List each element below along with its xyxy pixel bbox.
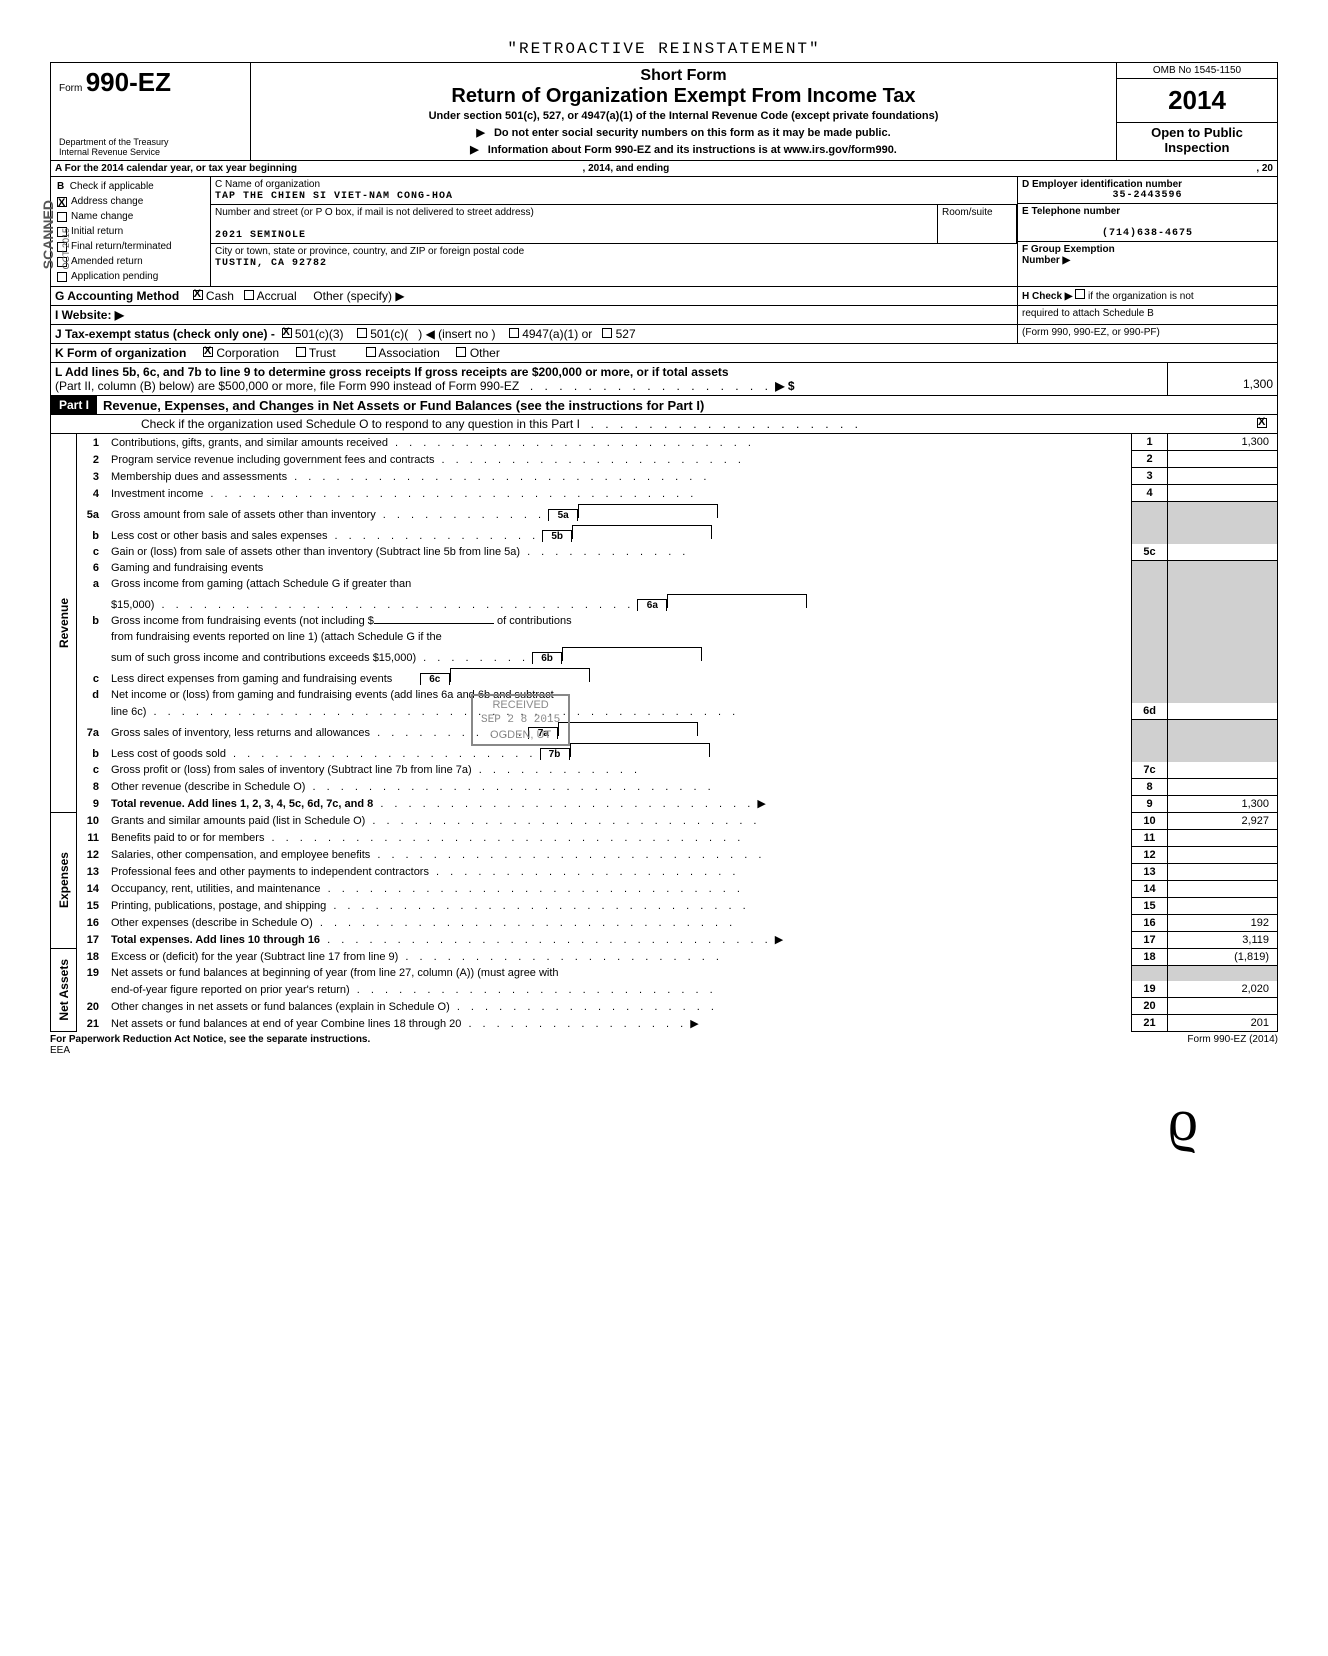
section-def: D Employer identification number 35-2443… (1017, 177, 1277, 286)
short-form-label: Short Form (259, 67, 1108, 85)
amt-21: 201 (1168, 1015, 1278, 1032)
amt-19: 2,020 (1168, 981, 1278, 998)
amt-10: 2,927 (1168, 813, 1278, 830)
line-l-amount: 1,300 (1167, 363, 1277, 395)
received-stamp: RECEIVED SEP 2 8 2015 OGDEN, UT (471, 694, 570, 746)
omb-number: OMB No 1545-1150 (1117, 63, 1277, 79)
amt-16: 192 (1168, 914, 1278, 931)
form-prefix: Form (59, 83, 82, 94)
amt-17: 3,119 (1168, 931, 1278, 948)
cb-accrual[interactable] (244, 290, 254, 300)
form-page: "RETROACTIVE REINSTATEMENT" Form 990-EZ … (50, 40, 1278, 1155)
margin-stamps: SCANNED OCT 2015 (40, 200, 73, 271)
org-name: TAP THE CHIEN SI VIET-NAM CONG-HOA (215, 191, 453, 202)
retroactive-note: "RETROACTIVE REINSTATEMENT" (50, 40, 1278, 58)
phone: (714)638-4675 (1022, 228, 1273, 239)
entity-block: B Check if applicable Address change Nam… (50, 177, 1278, 287)
dept-label: Department of the Treasury Internal Reve… (59, 138, 169, 158)
cb-527[interactable] (602, 328, 612, 338)
section-b: B Check if applicable Address change Nam… (51, 177, 211, 286)
line-i: I Website: ▶ required to attach Schedule… (50, 306, 1278, 325)
cb-501c3[interactable] (282, 328, 292, 338)
header-mid: Short Form Return of Organization Exempt… (251, 63, 1117, 160)
cb-4947[interactable] (509, 328, 519, 338)
cb-h[interactable] (1075, 289, 1085, 299)
cb-cash[interactable] (193, 290, 203, 300)
open-public: Open to Public Inspection (1117, 122, 1277, 157)
header-left: Form 990-EZ Department of the Treasury I… (51, 63, 251, 160)
form-number: 990-EZ (86, 67, 171, 97)
warn-line: ▶ Do not enter social security numbers o… (259, 126, 1108, 139)
cb-app-pending[interactable] (57, 272, 67, 282)
scanned-stamp: SCANNED (40, 200, 56, 269)
cb-assoc[interactable] (366, 347, 376, 357)
cb-501c[interactable] (357, 328, 367, 338)
line-k: K Form of organization Corporation Trust… (50, 344, 1278, 363)
line-l: L Add lines 5b, 6c, and 7b to line 9 to … (50, 363, 1278, 396)
part1-check: Check if the organization used Schedule … (50, 415, 1278, 434)
subtitle: Under section 501(c), 527, or 4947(a)(1)… (259, 110, 1108, 122)
page-footer: For Paperwork Reduction Act Notice, see … (50, 1034, 1278, 1056)
netassets-section: Net Assets 18Excess or (deficit) for the… (50, 949, 1278, 1033)
line-j: J Tax-exempt status (check only one) - 5… (50, 325, 1278, 344)
info-line: ▶ Information about Form 990-EZ and its … (259, 143, 1108, 156)
cb-corp[interactable] (203, 347, 213, 357)
cb-schedule-o[interactable] (1257, 418, 1267, 428)
part1-header: Part I Revenue, Expenses, and Changes in… (50, 396, 1278, 415)
street-address: 2021 SEMINOLE (215, 230, 306, 241)
expenses-section: Expenses 10Grants and similar amounts pa… (50, 813, 1278, 949)
amt-1: 1,300 (1168, 434, 1278, 451)
city-state-zip: TUSTIN, CA 92782 (215, 258, 327, 269)
line-gh: G Accounting Method Cash Accrual Other (… (50, 287, 1278, 306)
signature-mark: ϱ (50, 1086, 1198, 1155)
header-right: OMB No 1545-1150 2014 Open to Public Ins… (1117, 63, 1277, 160)
cb-other-org[interactable] (456, 347, 466, 357)
tax-year: 2014 (1117, 79, 1277, 122)
amt-9: 1,300 (1168, 795, 1278, 812)
revenue-section: Revenue 1Contributions, gifts, grants, a… (50, 434, 1278, 813)
ein: 35-2443596 (1022, 190, 1273, 201)
section-c: C Name of organization TAP THE CHIEN SI … (211, 177, 1017, 286)
part1-label: Part I (51, 396, 97, 414)
main-title: Return of Organization Exempt From Incom… (259, 85, 1108, 108)
line-a: A For the 2014 calendar year, or tax yea… (50, 161, 1278, 177)
form-header: Form 990-EZ Department of the Treasury I… (50, 62, 1278, 161)
amt-18: (1,819) (1168, 949, 1278, 966)
cb-trust[interactable] (296, 347, 306, 357)
